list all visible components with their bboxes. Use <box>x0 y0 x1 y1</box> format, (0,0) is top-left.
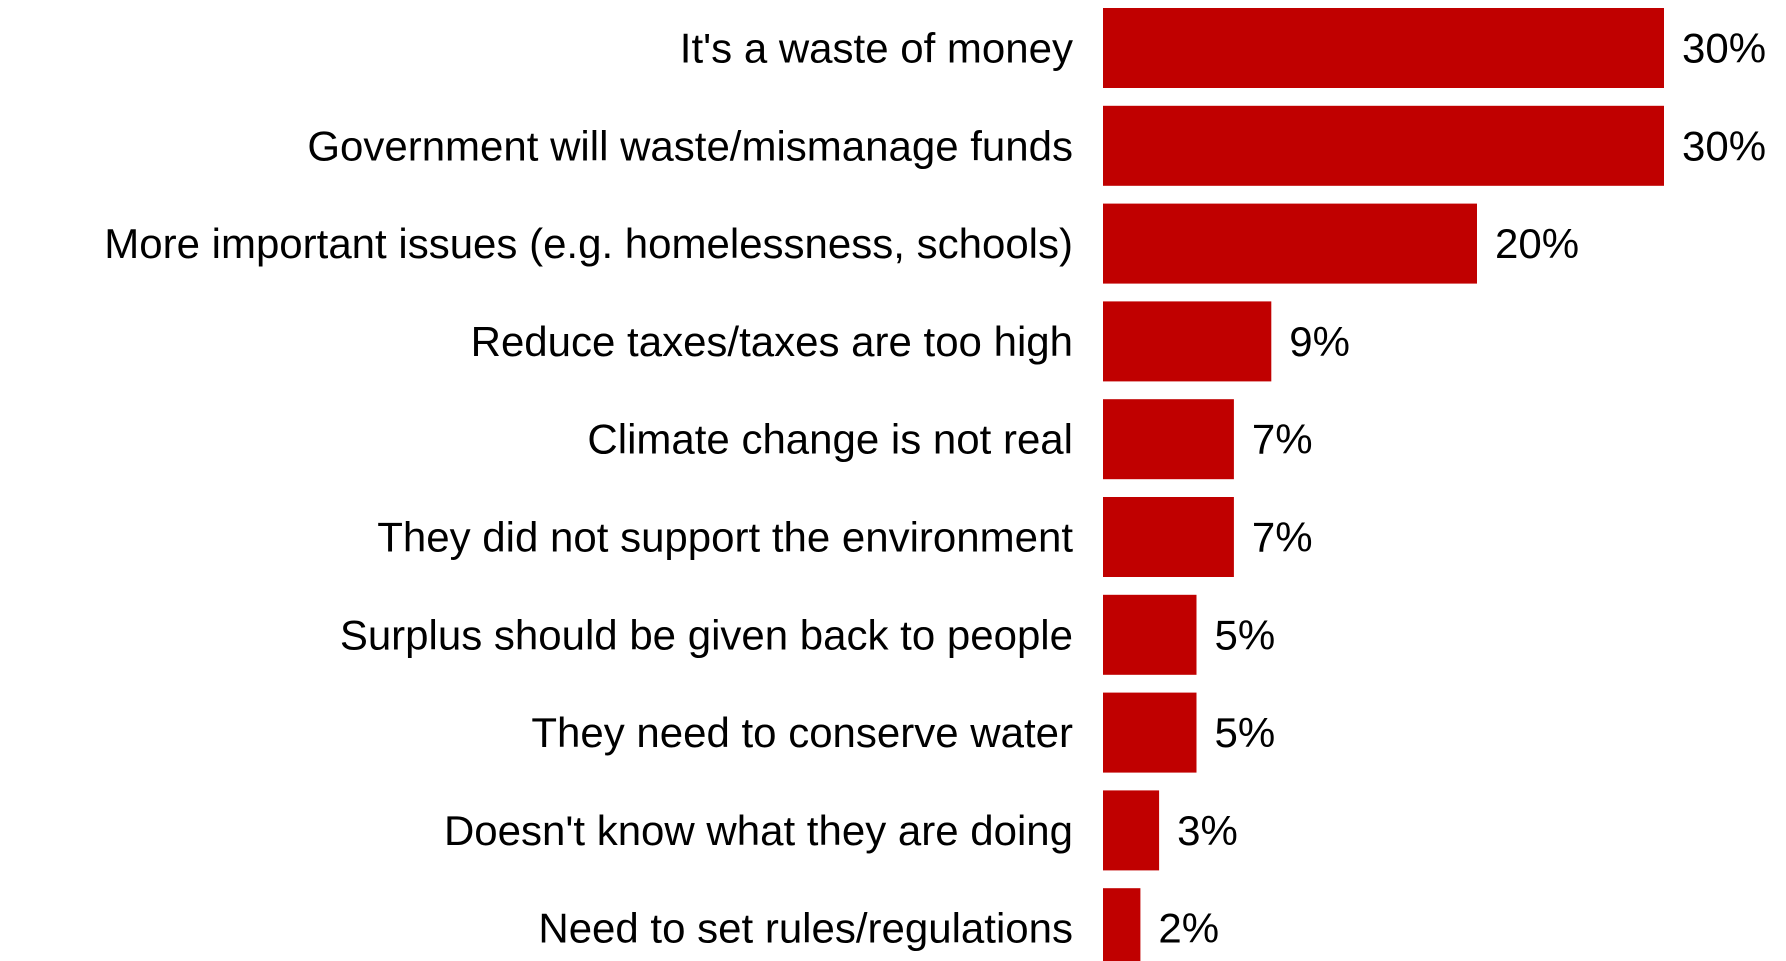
data-label: 20% <box>1495 220 1579 267</box>
category-label: Need to set rules/regulations <box>538 905 1073 952</box>
data-label: 30% <box>1682 122 1766 169</box>
category-label: They did not support the environment <box>377 514 1073 561</box>
bar <box>1103 399 1234 480</box>
data-label: 9% <box>1289 318 1350 365</box>
data-label: 3% <box>1177 807 1238 854</box>
category-label: Climate change is not real <box>587 416 1073 463</box>
bar <box>1103 105 1664 186</box>
bar <box>1103 8 1664 88</box>
bar <box>1103 301 1272 382</box>
category-label: They need to conserve water <box>531 709 1073 756</box>
data-label: 5% <box>1215 611 1276 658</box>
category-label: More important issues (e.g. homelessness… <box>104 220 1073 267</box>
bar <box>1103 594 1197 675</box>
data-label: 7% <box>1252 416 1313 463</box>
category-labels: It's a waste of money Government will was… <box>104 25 1073 952</box>
bar <box>1103 888 1141 961</box>
category-label: Reduce taxes/taxes are too high <box>471 318 1073 365</box>
category-label: It's a waste of money <box>680 25 1073 72</box>
value-labels: 30% 30% 20% 9% 7% 7% 5% 5% 3% 2% <box>1158 25 1766 952</box>
data-label: 30% <box>1682 25 1766 72</box>
bars <box>1103 8 1664 961</box>
category-label: Surplus should be given back to people <box>340 611 1073 658</box>
category-label: Government will waste/mismanage funds <box>307 122 1073 169</box>
bar <box>1103 692 1197 773</box>
data-label: 2% <box>1158 905 1219 952</box>
data-label: 5% <box>1215 709 1276 756</box>
data-label: 7% <box>1252 514 1313 561</box>
bar <box>1103 790 1160 871</box>
bar <box>1103 497 1234 577</box>
bar <box>1103 203 1477 284</box>
category-label: Doesn't know what they are doing <box>444 807 1073 854</box>
